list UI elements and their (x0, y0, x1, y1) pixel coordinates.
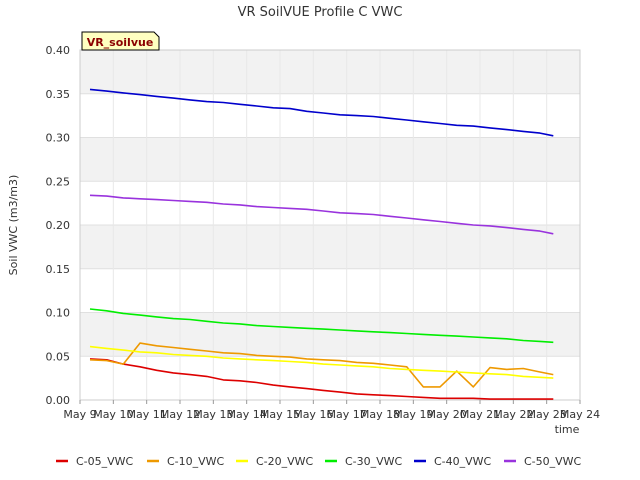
y-tick-label: 0.10 (46, 307, 71, 320)
x-tick-label: May 9 (63, 408, 96, 421)
series-lines (89, 88, 554, 400)
legend: C-05_VWC C-10_VWC C-20_VWC C-30_VWC C-40_VWC… (56, 455, 582, 468)
grid-band (80, 312, 580, 357)
legend-label: C-05_VWC (76, 455, 134, 468)
station-badge: VR_soilvue (81, 31, 160, 51)
y-tick-label: 0.05 (46, 350, 71, 363)
legend-label: C-50_VWC (524, 455, 582, 468)
y-tick-label: 0.35 (46, 88, 71, 101)
grid-band (80, 137, 580, 182)
chart-title: VR SoilVUE Profile C VWC (238, 5, 403, 20)
x-tick-label: May 16 (293, 408, 333, 421)
legend-label: C-20_VWC (256, 455, 314, 468)
y-tick-label: 0.25 (46, 175, 71, 188)
plot-area (79, 49, 581, 401)
legend-label: C-30_VWC (345, 455, 403, 468)
series-line-c-30-vwc (89, 308, 554, 344)
y-tick-label: 0.40 (46, 44, 71, 57)
x-tick-label: May 14 (227, 408, 267, 421)
x-axis-label: time (555, 423, 580, 436)
y-tick-label: 0.15 (46, 263, 71, 276)
y-tick-label: 0.30 (46, 132, 71, 145)
x-tick-label: May 22 (493, 408, 533, 421)
series-line-c-05-vwc (89, 358, 554, 400)
x-tick-label: May 24 (560, 408, 600, 421)
plot-border (79, 49, 581, 401)
legend-label: C-40_VWC (434, 455, 492, 468)
x-tick-label: May 13 (193, 408, 233, 421)
grid-band (80, 50, 580, 94)
legend-item: C-40_VWC (414, 455, 492, 468)
y-tick-label: 0.20 (46, 219, 71, 232)
x-tick-label: May 18 (360, 408, 400, 421)
series-line-c-10-vwc (89, 342, 554, 388)
y-axis-label: Soil VWC (m3/m3) (7, 175, 20, 276)
x-tick-label: May 15 (260, 408, 300, 421)
x-tick-label: May 17 (327, 408, 367, 421)
legend-item: C-10_VWC (147, 455, 225, 468)
x-tick-label: May 10 (93, 408, 133, 421)
grid-bands (80, 50, 580, 357)
badge-label: VR_soilvue (87, 36, 154, 49)
legend-item: C-05_VWC (56, 455, 134, 468)
series-line-c-40-vwc (89, 88, 554, 137)
badge-box (81, 31, 160, 51)
legend-label: C-10_VWC (167, 455, 225, 468)
x-tick-label: May 11 (127, 408, 167, 421)
y-tick-label: 0.00 (46, 394, 71, 407)
x-tick-label: May 23 (527, 408, 567, 421)
x-tick-label: May 21 (460, 408, 500, 421)
legend-item: C-50_VWC (504, 455, 582, 468)
grid-band (80, 225, 580, 269)
series-line-c-20-vwc (89, 345, 554, 379)
series-line-c-50-vwc (89, 194, 554, 235)
legend-item: C-30_VWC (325, 455, 403, 468)
legend-item: C-20_VWC (236, 455, 314, 468)
x-tick-label: May 20 (427, 408, 467, 421)
x-tick-label: May 19 (393, 408, 433, 421)
y-axis-ticks: 0.00 0.05 0.10 0.15 0.20 0.25 0.30 0.35 0.40 (46, 44, 71, 407)
x-tick-label: May 12 (160, 408, 200, 421)
